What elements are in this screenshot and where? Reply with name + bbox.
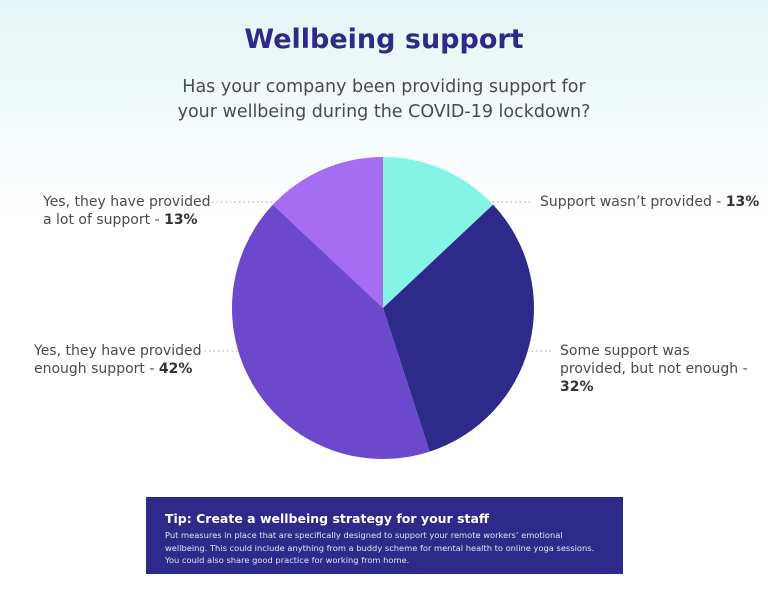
category-label: Yes, they have provided a lot of support… xyxy=(43,194,211,228)
tip-title: Tip: Create a wellbeing strategy for you… xyxy=(165,511,490,526)
pie-slice xyxy=(383,157,494,308)
chart-title: Wellbeing support xyxy=(244,24,524,55)
slice-label: Yes, they have provided enough support -… xyxy=(34,342,202,378)
value-label: 13% xyxy=(725,194,760,210)
pie-slice xyxy=(232,204,430,459)
slice-label: Support wasn’t provided - 13% xyxy=(540,193,760,211)
value-label: 13% xyxy=(164,212,198,228)
tip-text: Put measures in place that are specifica… xyxy=(165,530,595,565)
pie-slice xyxy=(383,204,534,452)
slice-label: Some support was provided, but not enoug… xyxy=(560,342,760,396)
slice-label: Yes, they have provided a lot of support… xyxy=(43,193,213,229)
pie-slice xyxy=(272,157,383,308)
chart-subtitle: Has your company been providing support … xyxy=(177,77,591,122)
category-label: Yes, they have provided enough support - xyxy=(34,343,202,377)
tip-box: Tip: Create a wellbeing strategy for you… xyxy=(146,497,623,574)
category-label: Support wasn’t provided - xyxy=(540,194,722,210)
value-label: 32% xyxy=(560,379,594,395)
value-label: 42% xyxy=(158,361,193,377)
category-label: Some support was provided, but not enoug… xyxy=(560,343,748,377)
